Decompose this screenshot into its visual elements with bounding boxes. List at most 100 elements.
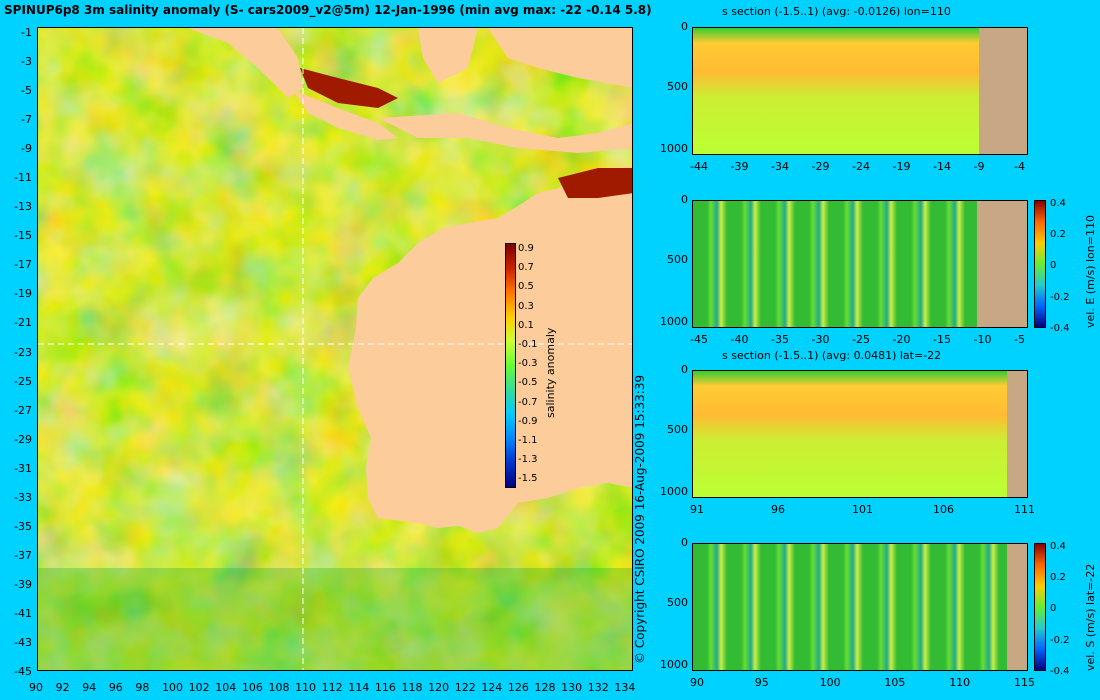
panel-x-tick: -40 bbox=[730, 333, 749, 346]
lat-tick-label: -13 bbox=[14, 200, 32, 214]
lat-tick-label: -35 bbox=[14, 519, 32, 533]
panel-x-tick: -20 bbox=[892, 333, 911, 346]
panel-x-tick: 95 bbox=[754, 676, 769, 689]
lon-tick-label: 128 bbox=[534, 681, 556, 694]
section-panel[interactable] bbox=[692, 543, 1028, 671]
panel-land bbox=[1007, 544, 1027, 670]
section-panel[interactable] bbox=[692, 27, 1028, 155]
java-land bbox=[293, 90, 398, 140]
panel-x-tick: 101 bbox=[852, 503, 873, 516]
panel-y-tick: 500 bbox=[667, 596, 688, 610]
colorbar-tick-label: -1.3 bbox=[518, 454, 538, 466]
section-panel[interactable] bbox=[692, 370, 1028, 498]
lon-tick-label: 134 bbox=[614, 681, 636, 694]
panel-colorbar-tick: 0 bbox=[1050, 603, 1057, 615]
panel-x-tick: -39 bbox=[730, 160, 749, 173]
lat-tick-label: -33 bbox=[14, 490, 32, 504]
lon-tick-label: 118 bbox=[401, 681, 423, 694]
lat-tick-label: -23 bbox=[14, 345, 32, 359]
panel-x-tick: 110 bbox=[949, 676, 971, 689]
sulawesi-land bbox=[488, 28, 632, 88]
panel-colorbar-tick: 0.2 bbox=[1050, 572, 1066, 584]
lon-tick-label: 122 bbox=[454, 681, 476, 694]
lon-tick-label: 106 bbox=[241, 681, 263, 694]
panel-title: s section (-1.5..1) (avg: 0.0481) lat=-2… bbox=[722, 349, 942, 362]
panel-y-tick: 0 bbox=[681, 536, 688, 549]
panel-x-tick: -34 bbox=[771, 160, 789, 173]
lon-tick-label: 96 bbox=[108, 681, 123, 694]
lat-tick-label: -27 bbox=[14, 403, 32, 417]
colorbar-tick-label: 0.9 bbox=[518, 243, 534, 254]
lon-tick-label: 110 bbox=[295, 681, 317, 694]
lat-tick-label: -9 bbox=[21, 142, 32, 156]
australia-land bbox=[348, 166, 632, 533]
colorbar-tick-label: -0.5 bbox=[518, 377, 538, 389]
panel-y-tick: 500 bbox=[667, 80, 688, 94]
map-colorbar-label: salinity anomaly bbox=[544, 327, 557, 418]
panel-y-tick: 0 bbox=[681, 363, 688, 376]
map-canvas bbox=[38, 28, 632, 670]
panel-x-tick: -19 bbox=[892, 160, 911, 173]
panel-land bbox=[977, 201, 1027, 327]
panel-y-tick: 1000 bbox=[660, 484, 688, 498]
panel-title: s section (-1.5..1) (avg: -0.0126) lon=1… bbox=[722, 5, 951, 18]
colorbar-tick-label: -0.9 bbox=[518, 415, 538, 427]
panel-colorbar bbox=[1034, 543, 1046, 671]
islands-land bbox=[378, 113, 632, 153]
panel-colorbar-tick: -0.2 bbox=[1050, 291, 1070, 303]
panel-x-tick: -24 bbox=[852, 160, 870, 173]
lat-tick-label: -3 bbox=[21, 55, 32, 69]
panel-colorbar-label: vel. E (m/s) lon=110 bbox=[1084, 215, 1097, 328]
lon-tick-label: 132 bbox=[587, 681, 609, 694]
panel-x-tick: 91 bbox=[690, 503, 704, 516]
sumatra-land bbox=[188, 28, 303, 98]
colorbar-tick-label: 0.3 bbox=[518, 300, 534, 312]
panel-x-tick: -9 bbox=[973, 160, 985, 173]
panel-x-tick: -14 bbox=[933, 160, 951, 173]
panel-x-tick: 96 bbox=[771, 503, 785, 516]
panel-land bbox=[1007, 371, 1027, 497]
lat-tick-label: -43 bbox=[14, 635, 32, 649]
lon-tick-label: 120 bbox=[428, 681, 450, 694]
lon-tick-label: 126 bbox=[507, 681, 529, 694]
panel-x-tick: -45 bbox=[690, 333, 708, 346]
lat-tick-label: -21 bbox=[14, 316, 32, 330]
section-panel[interactable] bbox=[692, 200, 1028, 328]
panel-x-tick: -4 bbox=[1014, 160, 1025, 173]
colorbar-tick-label: 0.5 bbox=[518, 281, 534, 293]
panel-colorbar bbox=[1034, 200, 1046, 328]
lat-tick-label: -29 bbox=[14, 432, 32, 446]
lat-tick-label: -37 bbox=[14, 548, 32, 562]
panel-x-tick: 106 bbox=[933, 503, 954, 516]
lon-tick-label: 98 bbox=[135, 681, 150, 694]
lat-tick-label: -5 bbox=[21, 84, 32, 98]
panel-x-tick: -30 bbox=[811, 333, 830, 346]
lat-tick-label: -19 bbox=[14, 287, 32, 301]
lon-tick-label: 100 bbox=[162, 681, 184, 694]
panel-colorbar-tick: -0.4 bbox=[1050, 322, 1070, 334]
map-colorbar bbox=[505, 243, 516, 488]
panel-x-tick: -10 bbox=[973, 333, 992, 346]
panel-land bbox=[979, 28, 1027, 154]
panel-colorbar-tick: 0.4 bbox=[1050, 541, 1066, 552]
panel-x-tick: -35 bbox=[771, 333, 789, 346]
lat-tick-label: -11 bbox=[14, 171, 32, 185]
lon-tick-label: 90 bbox=[29, 681, 43, 694]
lon-tick-label: 112 bbox=[321, 681, 343, 694]
lon-tick-label: 116 bbox=[374, 681, 396, 694]
panel-y-tick: 1000 bbox=[660, 141, 688, 155]
salinity-map[interactable] bbox=[37, 27, 633, 671]
lat-tick-label: -17 bbox=[14, 258, 32, 272]
colorbar-tick-label: 0.1 bbox=[518, 319, 534, 331]
lon-tick-label: 130 bbox=[561, 681, 583, 694]
lat-tick-label: -31 bbox=[14, 461, 32, 475]
lon-tick-label: 94 bbox=[82, 681, 97, 694]
panel-x-tick: 105 bbox=[884, 676, 906, 689]
panel-y-tick: 1000 bbox=[660, 657, 688, 671]
main-title: SPINUP6p8 3m salinity anomaly (S- cars20… bbox=[4, 3, 652, 17]
panel-x-tick: 90 bbox=[690, 676, 704, 689]
lat-tick-label: -7 bbox=[21, 113, 32, 127]
panel-colorbar-tick: 0.4 bbox=[1050, 198, 1066, 209]
colorbar-tick-label: -0.7 bbox=[518, 396, 538, 408]
panel-x-tick: -15 bbox=[933, 333, 951, 346]
